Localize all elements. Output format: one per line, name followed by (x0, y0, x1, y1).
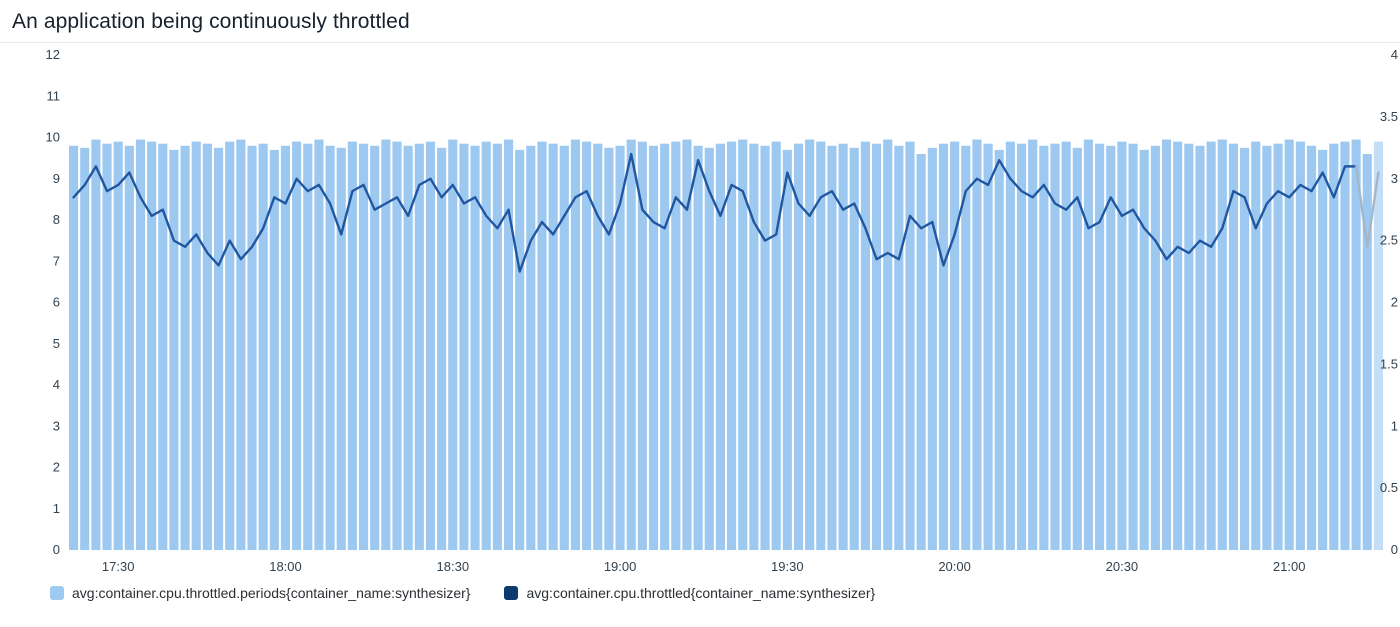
svg-text:17:30: 17:30 (102, 559, 135, 574)
svg-text:1.5: 1.5 (1380, 356, 1398, 371)
legend-swatch-line-icon (504, 586, 519, 600)
svg-text:18:30: 18:30 (437, 559, 470, 574)
line-series[interactable] (72, 152, 1380, 273)
svg-text:19:30: 19:30 (771, 559, 804, 574)
svg-text:19:00: 19:00 (604, 559, 637, 574)
svg-text:4: 4 (53, 377, 60, 392)
svg-text:21:00: 21:00 (1273, 559, 1306, 574)
svg-text:0: 0 (53, 542, 60, 557)
svg-text:2.5: 2.5 (1380, 233, 1398, 248)
legend-item-throttled-periods[interactable]: avg:container.cpu.throttled.periods{cont… (50, 585, 470, 601)
chart-title: An application being continuously thrott… (12, 10, 410, 33)
chart-legend: avg:container.cpu.throttled.periods{cont… (0, 579, 1400, 601)
svg-text:3: 3 (1391, 171, 1398, 186)
svg-text:1: 1 (53, 501, 60, 516)
svg-text:0.5: 0.5 (1380, 480, 1398, 495)
legend-label-throttled: avg:container.cpu.throttled{container_na… (526, 585, 876, 601)
svg-text:9: 9 (53, 171, 60, 186)
legend-swatch-bars-icon (50, 586, 64, 600)
svg-text:0: 0 (1391, 542, 1398, 557)
svg-text:10: 10 (46, 130, 60, 145)
svg-text:3.5: 3.5 (1380, 109, 1398, 124)
svg-text:12: 12 (46, 47, 60, 62)
svg-text:6: 6 (53, 295, 60, 310)
svg-text:8: 8 (53, 212, 60, 227)
svg-text:20:30: 20:30 (1106, 559, 1139, 574)
svg-text:3: 3 (53, 418, 60, 433)
svg-text:2: 2 (1391, 295, 1398, 310)
svg-text:11: 11 (47, 88, 61, 103)
chart-area: 0 1 2 3 4 5 6 7 8 9 10 11 12 0 0.5 1 1.5 2 2.5 3 3.5 4 17:30 18… (0, 43, 1400, 579)
svg-text:20:00: 20:00 (938, 559, 971, 574)
svg-text:2: 2 (53, 460, 60, 475)
svg-text:7: 7 (53, 253, 60, 268)
legend-item-throttled[interactable]: avg:container.cpu.throttled{container_na… (504, 585, 875, 601)
svg-text:4: 4 (1391, 47, 1398, 62)
svg-text:1: 1 (1391, 418, 1398, 433)
chart-header: An application being continuously thrott… (0, 0, 1400, 43)
bar-series[interactable] (69, 139, 1383, 550)
svg-text:18:00: 18:00 (269, 559, 302, 574)
svg-text:5: 5 (53, 336, 60, 351)
legend-label-throttled-periods: avg:container.cpu.throttled.periods{cont… (72, 585, 471, 601)
